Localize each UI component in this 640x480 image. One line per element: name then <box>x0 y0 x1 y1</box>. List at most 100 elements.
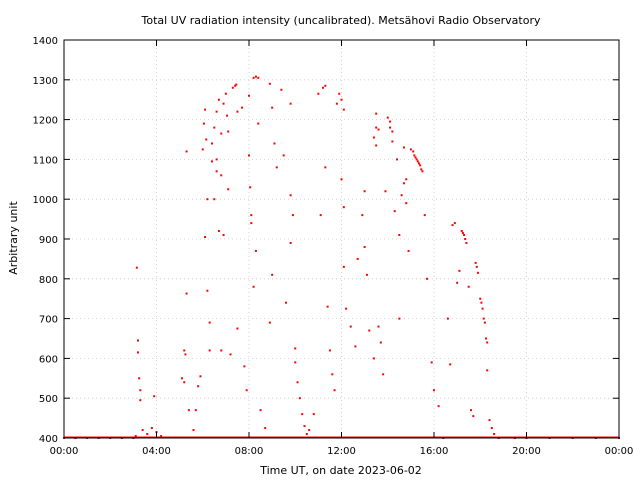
data-point <box>420 168 423 171</box>
data-point <box>183 349 186 352</box>
data-point <box>349 325 352 328</box>
data-point <box>464 238 467 240</box>
data-point <box>372 136 375 139</box>
x-tick-label: 12:00 <box>327 446 356 457</box>
data-point <box>275 166 278 169</box>
data-point <box>245 389 248 392</box>
data-point <box>368 329 371 332</box>
data-point <box>340 98 343 101</box>
chart-title: Total UV radiation intensity (uncalibrat… <box>141 14 541 27</box>
data-point <box>184 353 187 356</box>
data-point <box>217 230 220 233</box>
data-point <box>393 210 396 213</box>
data-point <box>268 82 271 85</box>
y-tick-label: 500 <box>39 394 58 405</box>
data-point <box>342 108 345 111</box>
data-point <box>398 234 401 237</box>
data-point <box>488 419 491 422</box>
data-point <box>204 108 207 111</box>
data-point <box>331 373 334 376</box>
data-point <box>416 160 419 163</box>
data-point <box>268 321 271 324</box>
data-point <box>235 83 238 86</box>
data-point <box>421 170 424 173</box>
data-point <box>231 86 234 89</box>
y-tick-label: 700 <box>39 315 58 326</box>
data-point <box>456 281 459 284</box>
data-point <box>474 261 477 264</box>
data-point <box>301 413 304 416</box>
data-point <box>354 345 357 348</box>
data-point <box>461 232 464 235</box>
data-point <box>264 427 267 430</box>
data-point <box>345 307 348 310</box>
data-point <box>273 142 276 145</box>
data-point <box>437 405 440 408</box>
data-point <box>372 357 375 360</box>
data-point <box>139 389 142 392</box>
data-point <box>206 289 209 292</box>
data-point <box>222 102 225 105</box>
data-point <box>479 297 482 300</box>
data-point <box>476 271 479 274</box>
data-point <box>282 154 285 157</box>
data-point <box>208 321 211 324</box>
data-point <box>375 126 378 129</box>
data-point <box>139 399 142 402</box>
data-point <box>289 194 292 197</box>
data-point <box>254 249 257 252</box>
data-point <box>413 154 416 157</box>
data-point <box>208 349 211 352</box>
data-point <box>449 363 452 366</box>
data-point <box>224 92 227 95</box>
data-point <box>338 92 341 95</box>
data-point <box>486 369 489 372</box>
data-point <box>405 202 408 205</box>
data-point <box>475 265 478 268</box>
data-point <box>391 140 394 143</box>
data-point <box>289 241 292 244</box>
data-point <box>187 409 190 412</box>
data-point <box>250 214 253 217</box>
data-point <box>271 106 274 109</box>
data-point <box>485 337 488 340</box>
data-point <box>402 182 405 185</box>
data-point <box>480 301 483 304</box>
data-point <box>215 110 218 113</box>
data-point <box>291 214 294 217</box>
data-point <box>363 190 366 193</box>
data-point <box>215 170 218 173</box>
data-point <box>490 427 493 430</box>
data-point <box>206 198 209 201</box>
y-tick-label: 900 <box>39 235 58 246</box>
data-point <box>400 194 403 197</box>
data-point <box>236 327 239 330</box>
data-point <box>180 377 183 380</box>
data-point <box>384 190 387 193</box>
data-point <box>446 317 449 320</box>
y-tick-label: 1200 <box>33 116 58 127</box>
data-point <box>356 257 359 260</box>
data-point <box>328 349 331 352</box>
data-point <box>243 365 246 368</box>
data-point <box>458 269 461 272</box>
data-point <box>199 375 202 378</box>
data-point <box>160 435 163 438</box>
data-point <box>298 397 301 400</box>
data-point <box>333 389 336 392</box>
data-point <box>396 158 398 161</box>
data-point <box>211 142 213 145</box>
y-tick-label: 1100 <box>33 155 58 166</box>
data-point <box>202 122 205 125</box>
data-point <box>205 138 208 141</box>
data-point <box>389 126 392 129</box>
data-point <box>185 150 188 153</box>
data-point <box>363 245 366 248</box>
data-point <box>419 164 422 167</box>
data-point <box>226 114 229 117</box>
data-point <box>465 241 468 244</box>
data-point <box>481 307 484 310</box>
data-point <box>250 222 253 225</box>
data-point <box>141 429 144 432</box>
